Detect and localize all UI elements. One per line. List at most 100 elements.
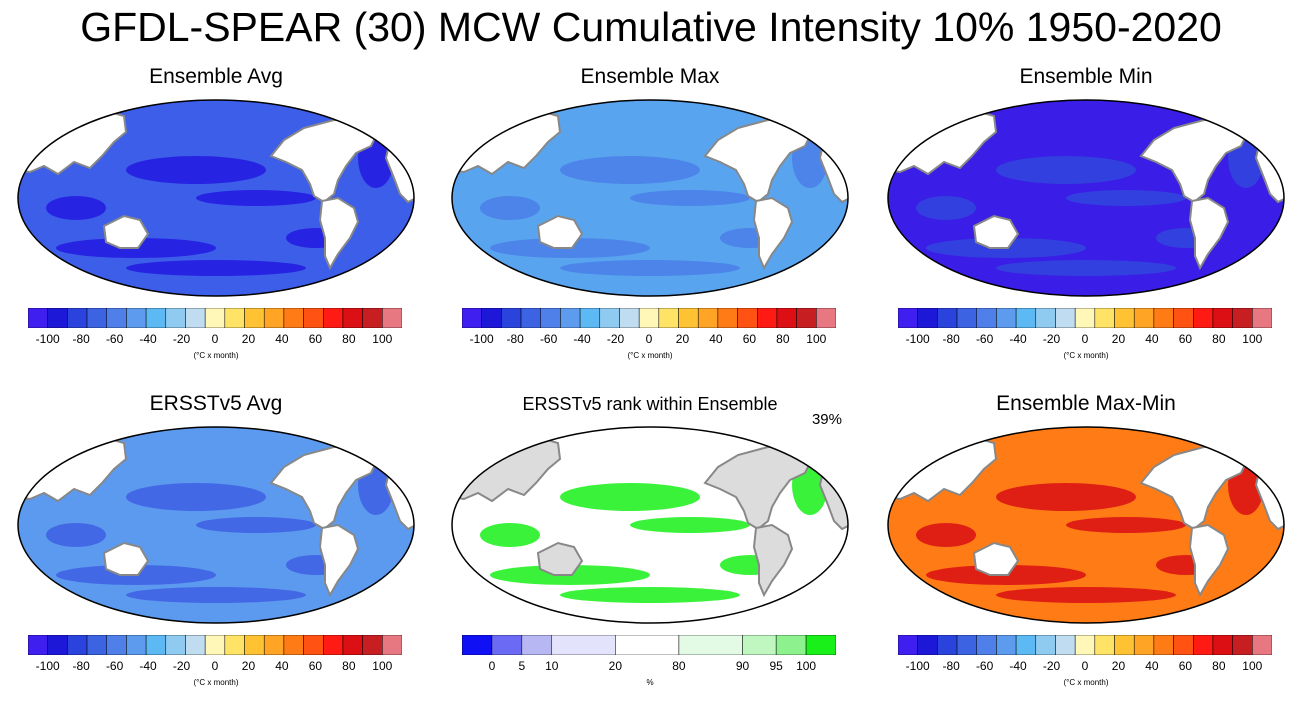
world-map xyxy=(451,426,849,624)
colorbar-swatch xyxy=(898,635,918,655)
intensity-patch xyxy=(560,483,700,511)
colorbar-tick-label: -60 xyxy=(105,332,124,346)
south-america-landmass xyxy=(752,196,794,271)
colorbar-tick-label: 60 xyxy=(1178,332,1193,346)
colorbar-tick-label: 60 xyxy=(1178,659,1193,673)
colorbar-swatch xyxy=(462,635,493,655)
colorbar-tick-label: 60 xyxy=(742,332,757,346)
colorbar-tick-label: 20 xyxy=(608,659,623,673)
colorbar-swatch xyxy=(204,308,226,328)
colorbar-swatch xyxy=(1133,308,1155,328)
colorbar-swatch xyxy=(224,635,245,655)
colorbar-swatch xyxy=(937,308,958,328)
colorbar-swatch xyxy=(1173,635,1194,655)
colorbar-swatch xyxy=(462,308,482,328)
colorbar-tick-label: -60 xyxy=(975,332,994,346)
colorbar-swatch xyxy=(917,635,938,655)
colorbar-swatch xyxy=(1114,308,1135,328)
colorbar-swatch xyxy=(1133,635,1155,655)
colorbar-swatch xyxy=(126,308,147,328)
intensity-patch xyxy=(996,260,1176,276)
colorbar-swatch xyxy=(185,635,206,655)
colorbar-swatch xyxy=(126,635,147,655)
colorbar xyxy=(898,635,1272,655)
colorbar-swatch xyxy=(658,308,679,328)
north-america-landmass xyxy=(703,119,814,204)
colorbar-tick-label: -60 xyxy=(105,659,124,673)
north-america-landmass xyxy=(703,446,814,531)
world-map xyxy=(17,426,415,624)
colorbar-tick-label: 20 xyxy=(1111,332,1126,346)
colorbar-swatch xyxy=(283,635,304,655)
colorbar-swatch xyxy=(1055,308,1076,328)
intensity-patch xyxy=(480,523,540,547)
colorbar-swatch xyxy=(1015,308,1037,328)
colorbar-tick-label: 100 xyxy=(1242,332,1263,346)
colorbar-swatch xyxy=(956,635,977,655)
colorbar-swatch xyxy=(244,635,265,655)
colorbar-swatch xyxy=(1153,308,1174,328)
colorbar-swatch xyxy=(678,635,743,655)
panel-ersst-avg: ERSSTv5 Avg -100 -80 -60 -40 -20 0 20 40 60 80 100… xyxy=(6,391,426,711)
map-frame xyxy=(887,426,1285,624)
colorbar xyxy=(898,308,1272,328)
world-map xyxy=(887,99,1285,297)
intensity-patch xyxy=(560,587,740,603)
colorbar xyxy=(28,635,402,655)
colorbar-swatch xyxy=(1212,635,1233,655)
colorbar-tick-label: -40 xyxy=(1009,659,1027,673)
colorbar-tick-label: 60 xyxy=(308,332,323,346)
colorbar-tick-label: -40 xyxy=(573,332,591,346)
colorbar-swatch xyxy=(560,308,581,328)
panel-ensemble-max-min: Ensemble Max-Min -100 -80 -60 -40 -20 0 20 40 60… xyxy=(876,391,1296,711)
colorbar-swatch xyxy=(145,308,167,328)
percent-label: 39% xyxy=(811,411,842,428)
panel-ersst-rank: ERSSTv5 rank within Ensemble 39% 0 5 10 20 8… xyxy=(440,391,860,711)
colorbar-unit-label: (°C x month) xyxy=(193,678,239,687)
colorbar-swatch xyxy=(956,308,977,328)
colorbar-swatch xyxy=(816,308,836,328)
colorbar-tick-label: 10 xyxy=(545,659,559,673)
colorbar-swatch xyxy=(185,308,206,328)
intensity-patch xyxy=(46,196,106,220)
colorbar-swatch xyxy=(303,635,324,655)
colorbar-tick-label: 40 xyxy=(709,332,723,346)
south-america-landmass xyxy=(1188,196,1230,271)
colorbar-swatch xyxy=(342,635,363,655)
north-america-landmass xyxy=(269,446,380,531)
colorbar-swatch xyxy=(47,308,68,328)
intensity-patch xyxy=(996,483,1136,511)
colorbar-tick-label: 80 xyxy=(342,659,356,673)
north-america-landmass xyxy=(1139,446,1250,531)
panel-title: Ensemble Max xyxy=(580,65,720,88)
australia-landmass xyxy=(536,214,584,249)
colorbar-tick-label: -20 xyxy=(172,332,191,346)
colorbar-swatch xyxy=(1055,635,1076,655)
colorbar-swatch xyxy=(1252,635,1272,655)
colorbar-tick-label: -100 xyxy=(905,332,930,346)
colorbar-swatch xyxy=(283,308,304,328)
colorbar-swatch xyxy=(204,635,226,655)
colorbar-swatch xyxy=(382,635,402,655)
colorbar-swatch xyxy=(1153,635,1174,655)
panel-title: Ensemble Max-Min xyxy=(996,392,1176,415)
colorbar-tick-label: 0 xyxy=(488,659,496,673)
panel-title: Ensemble Avg xyxy=(149,65,283,88)
colorbar-swatch xyxy=(775,635,807,655)
colorbar-swatch xyxy=(678,308,699,328)
colorbar-tick-label: 5 xyxy=(518,659,526,673)
colorbar-tick-label: 80 xyxy=(672,659,686,673)
colorbar-tick-label: -40 xyxy=(139,332,157,346)
map-frame xyxy=(451,426,849,624)
colorbar-tick-label: 90 xyxy=(735,659,750,673)
australia-landmass xyxy=(536,541,584,576)
colorbar-tick-label: -40 xyxy=(1009,332,1027,346)
colorbar-unit-label: (°C x month) xyxy=(193,351,239,360)
colorbar-swatch xyxy=(362,308,383,328)
panel-ensemble-max: Ensemble Max -100 -80 -60 -40 -20 0 20 40 60 80 10… xyxy=(440,64,860,384)
colorbar-tick-label: 40 xyxy=(1145,659,1159,673)
map-frame xyxy=(887,99,1285,297)
colorbar-tick-label: -100 xyxy=(35,332,60,346)
colorbar-swatch xyxy=(742,635,777,655)
north-america-landmass xyxy=(269,119,380,204)
